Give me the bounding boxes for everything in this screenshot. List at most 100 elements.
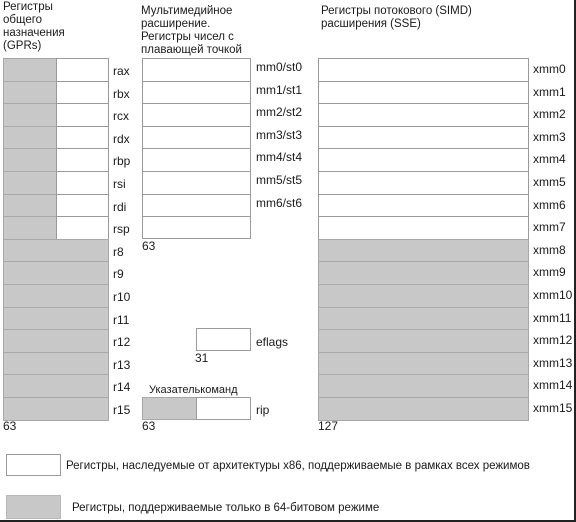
xmm-register-row (318, 194, 529, 217)
gpr-register-row (3, 307, 109, 330)
mmx-header: Мультимедийное расширение. Регистры чисе… (141, 5, 242, 56)
gpr-register-label: rbx (113, 87, 130, 101)
legend-64only-swatch (6, 495, 61, 519)
xmm-register-row (318, 329, 529, 353)
mmx-register-row (142, 171, 251, 195)
xmm-register-label: xmm5 (533, 175, 566, 189)
xmm-register-label: xmm9 (533, 265, 566, 279)
mmx-register-label: mm3/st3 (256, 128, 303, 142)
gpr-register-upper (3, 194, 57, 217)
mmx-register-label: mm6/st6 (256, 196, 303, 210)
gpr-register-lower (56, 148, 109, 172)
xmm-register-label: xmm3 (533, 130, 566, 144)
gpr-register-row (3, 374, 109, 398)
xmm-register-row (318, 148, 529, 172)
xmm-register-row (318, 126, 529, 149)
gpr-register-label: r10 (113, 290, 131, 304)
xmm-register-row (318, 397, 529, 421)
mmx-register-label: mm0/st0 (256, 60, 303, 74)
gpr-register-row (3, 329, 109, 353)
xmm-register-label: xmm8 (533, 243, 566, 257)
gpr-register-upper (3, 81, 57, 104)
eflags-label: eflags (256, 335, 289, 349)
gpr-register-upper (3, 103, 57, 127)
xmm-register-label: xmm6 (533, 198, 566, 212)
xmm-register-label: xmm11 (533, 311, 572, 325)
gpr-bit-label: 63 (3, 419, 17, 433)
mmx-register-row (142, 148, 251, 172)
mmx-register-row (142, 81, 251, 104)
gpr-register-upper (3, 216, 57, 240)
gpr-register-lower (56, 126, 109, 149)
xmm-register-label: xmm7 (533, 220, 566, 234)
gpr-register-label: r9 (113, 267, 124, 281)
gpr-register-upper (3, 148, 57, 172)
gpr-register-label: r15 (113, 403, 131, 417)
rip-lower-half (196, 397, 251, 420)
xmm-register-label: xmm15 (533, 401, 573, 415)
gpr-register-label: rdi (113, 200, 127, 214)
xmm-register-row (318, 261, 529, 285)
rip-bit-label: 63 (142, 419, 156, 433)
mmx-bit-label: 63 (142, 239, 156, 253)
gpr-register-label: r14 (113, 380, 131, 394)
gpr-register-label: r12 (113, 335, 131, 349)
legend-legacy-text: Регистры, наследуемые от архитектуры x86… (66, 460, 530, 472)
gpr-register-lower (56, 81, 109, 104)
gpr-register-row (3, 397, 109, 421)
gpr-register-lower (56, 58, 109, 82)
gpr-register-label: r13 (113, 358, 131, 372)
xmm-register-label: xmm13 (533, 356, 573, 370)
xmm-register-label: xmm1 (533, 85, 566, 99)
mmx-register-label: mm2/st2 (256, 105, 303, 119)
gpr-register-row (3, 284, 109, 308)
mmx-register-row (142, 103, 251, 127)
rip-upper-half (142, 397, 197, 420)
gpr-register-lower (56, 216, 109, 240)
gpr-header: Регистры общего назначения (GPRs) (3, 1, 65, 52)
gpr-register-label: r8 (113, 245, 124, 259)
xmm-register-label: xmm10 (533, 288, 573, 302)
xmm-register-label: xmm12 (533, 333, 573, 347)
xmm-register-row (318, 239, 529, 262)
rip-label: rip (256, 403, 270, 417)
gpr-register-upper (3, 126, 57, 149)
gpr-register-lower (56, 171, 109, 195)
gpr-register-upper (3, 58, 57, 82)
xmm-bit-label: 127 (318, 419, 339, 433)
xmm-register-row (318, 103, 529, 127)
gpr-register-label: rax (113, 64, 130, 78)
rip-caption: Указателькоманд (149, 384, 238, 396)
xmm-register-row (318, 352, 529, 375)
legend-legacy-swatch (6, 454, 61, 476)
xmm-register-label: xmm2 (533, 107, 566, 121)
legend-64only-text: Регистры, поддерживаемые только в 64-бит… (72, 502, 380, 514)
mmx-register-row (142, 58, 251, 82)
gpr-register-label: rdx (113, 132, 130, 146)
gpr-register-label: rbp (113, 154, 131, 168)
xmm-register-label: xmm4 (533, 152, 566, 166)
mmx-register-row (142, 194, 251, 217)
mmx-register-label: mm5/st5 (256, 173, 303, 187)
xmm-register-row (318, 284, 529, 308)
xmm-register-row (318, 374, 529, 398)
xmm-register-label: xmm14 (533, 378, 573, 392)
xmm-register-row (318, 171, 529, 195)
mmx-register-row (142, 126, 251, 149)
mmx-register-row (142, 216, 251, 239)
gpr-register-label: r11 (113, 313, 130, 327)
sse-header: Регистры потокового (SIMD) расширения (S… (321, 5, 472, 30)
eflags-register (196, 328, 251, 351)
gpr-register-lower (56, 194, 109, 217)
gpr-register-lower (56, 103, 109, 127)
gpr-register-upper (3, 171, 57, 195)
gpr-register-row (3, 239, 109, 262)
gpr-register-label: rsp (113, 222, 130, 236)
xmm-register-row (318, 216, 529, 240)
mmx-register-label: mm4/st4 (256, 150, 303, 164)
mmx-register-label: mm1/st1 (256, 83, 303, 97)
xmm-register-row (318, 58, 529, 82)
xmm-register-row (318, 307, 529, 330)
xmm-register-label: xmm0 (533, 62, 566, 76)
